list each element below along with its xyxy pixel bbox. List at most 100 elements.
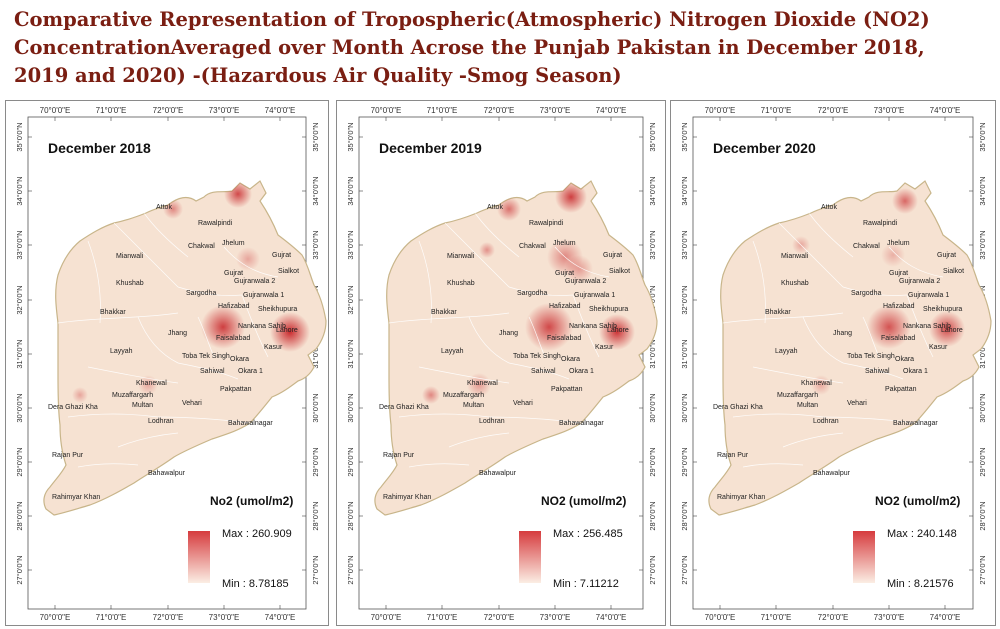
city-label: Bahawalnagar [893, 420, 938, 427]
district-boundary [137, 316, 179, 364]
city-label: Gujranwala 1 [574, 292, 615, 299]
district-boundary [808, 212, 854, 258]
x-tick-label: 72°0'0"E [153, 106, 184, 115]
y-tick-label: 34°0'0"N [311, 176, 320, 205]
y-tick-label: 28°0'0"N [680, 501, 689, 530]
city-label: Sargodha [186, 290, 216, 297]
city-label: Mianwali [781, 253, 809, 260]
city-label: Toba Tek Singh [847, 353, 895, 360]
legend-title: NO2 (umol/m2) [875, 494, 960, 508]
district-boundary [468, 316, 510, 364]
city-label: Sahiwal [865, 368, 890, 375]
panel-heading: December 2019 [379, 140, 482, 156]
city-label: Sahiwal [531, 368, 556, 375]
title-line-3: 2019 and 2020) -(Hazardous Air Quality -… [14, 64, 622, 87]
y-tick-label: 29°0'0"N [648, 447, 657, 476]
district-boundary [862, 316, 880, 358]
y-tick-label: 34°0'0"N [346, 176, 355, 205]
legend-gradient [188, 531, 210, 583]
district-boundary [752, 366, 844, 384]
city-label: Attok [487, 204, 503, 211]
title-line-2: ConcentrationAveraged over Month Acrose … [14, 36, 925, 59]
legend-min: Min : 8.21576 [887, 578, 954, 590]
district-boundary [488, 416, 582, 424]
map-title: Comparative Representation of Tropospher… [14, 6, 994, 90]
x-tick-label: 74°0'0"E [930, 613, 961, 622]
district-boundary [197, 316, 215, 358]
city-label: Multan [797, 402, 818, 409]
city-label: Pakpattan [885, 386, 917, 393]
city-label: Kasur [929, 344, 948, 351]
city-label: Rajan Pur [52, 452, 84, 459]
city-label: Muzaffargarh [112, 392, 153, 399]
district-boundary [177, 286, 243, 296]
district-boundary [418, 366, 510, 384]
city-label: Rahimyar Khan [717, 494, 765, 501]
city-label: Attok [156, 204, 172, 211]
x-tick-label: 71°0'0"E [427, 106, 458, 115]
district-boundary [842, 286, 908, 296]
city-label: Sheikhupura [923, 306, 962, 313]
city-label: Mianwali [447, 253, 475, 260]
city-label: Bahawalnagar [559, 420, 604, 427]
city-label: Dera Ghazi Kha [379, 404, 429, 411]
district-boundary [528, 316, 546, 358]
district-boundary [822, 416, 916, 424]
title-line-1: Comparative Representation of Tropospher… [14, 8, 930, 31]
y-tick-label: 34°0'0"N [978, 176, 987, 205]
district-boundary [418, 240, 432, 324]
y-tick-label: 31°0'0"N [978, 339, 987, 368]
no2-hotspot [929, 311, 965, 347]
city-label: Rawalpindi [863, 220, 898, 227]
y-tick-label: 29°0'0"N [346, 447, 355, 476]
city-label: Dera Ghazi Kha [48, 404, 98, 411]
y-tick-label: 34°0'0"N [680, 176, 689, 205]
city-label: Okara [230, 356, 249, 363]
district-boundary [143, 212, 189, 258]
y-tick-label: 30°0'0"N [311, 393, 320, 422]
district-boundary [508, 286, 574, 296]
no2-hotspot [892, 188, 918, 214]
x-tick-label: 73°0'0"E [874, 613, 905, 622]
city-label: Rajan Pur [383, 452, 415, 459]
city-label: Sialkot [943, 268, 964, 275]
city-label: Rahimyar Khan [383, 494, 431, 501]
y-tick-label: 30°0'0"N [346, 393, 355, 422]
city-label: Bahawalpur [148, 470, 186, 477]
legend-gradient [519, 531, 541, 583]
y-tick-label: 27°0'0"N [15, 555, 24, 584]
x-tick-label: 73°0'0"E [540, 106, 571, 115]
city-label: Khushab [116, 280, 144, 287]
x-tick-label: 70°0'0"E [371, 613, 402, 622]
district-boundary [782, 432, 844, 448]
city-label: Lahore [941, 327, 963, 334]
city-label: Rawalpindi [529, 220, 564, 227]
district-boundary [508, 362, 570, 380]
legend-max: Max : 256.485 [553, 528, 623, 540]
no2-hotspot [236, 247, 260, 271]
x-tick-label: 73°0'0"E [540, 613, 571, 622]
y-tick-label: 31°0'0"N [311, 339, 320, 368]
city-label: Gujrat [272, 252, 291, 259]
city-label: Jhelum [553, 240, 576, 247]
map-canvas: 70°0'0"E 70°0'0"E 71°0'0"E 71°0'0"E 72°0'0"E… [15, 106, 327, 622]
district-boundary [77, 463, 139, 468]
x-tick-label: 74°0'0"E [265, 613, 296, 622]
legend-max: Max : 260.909 [222, 528, 292, 540]
city-label: Rahimyar Khan [52, 494, 100, 501]
y-tick-label: 32°0'0"N [15, 285, 24, 314]
city-label: Lahore [607, 327, 629, 334]
district-boundary [113, 222, 179, 288]
city-label: Multan [463, 402, 484, 409]
y-tick-label: 31°0'0"N [648, 339, 657, 368]
punjab-outline [708, 180, 992, 516]
y-tick-label: 31°0'0"N [346, 339, 355, 368]
y-tick-label: 33°0'0"N [978, 230, 987, 259]
no2-hotspot [201, 305, 245, 349]
city-label: Gujrat [224, 270, 243, 277]
city-label: Khanewal [136, 380, 167, 387]
no2-hotspot [525, 303, 573, 351]
city-label: Faisalabad [881, 335, 915, 342]
x-tick-label: 74°0'0"E [265, 106, 296, 115]
city-label: Muzaffargarh [443, 392, 484, 399]
